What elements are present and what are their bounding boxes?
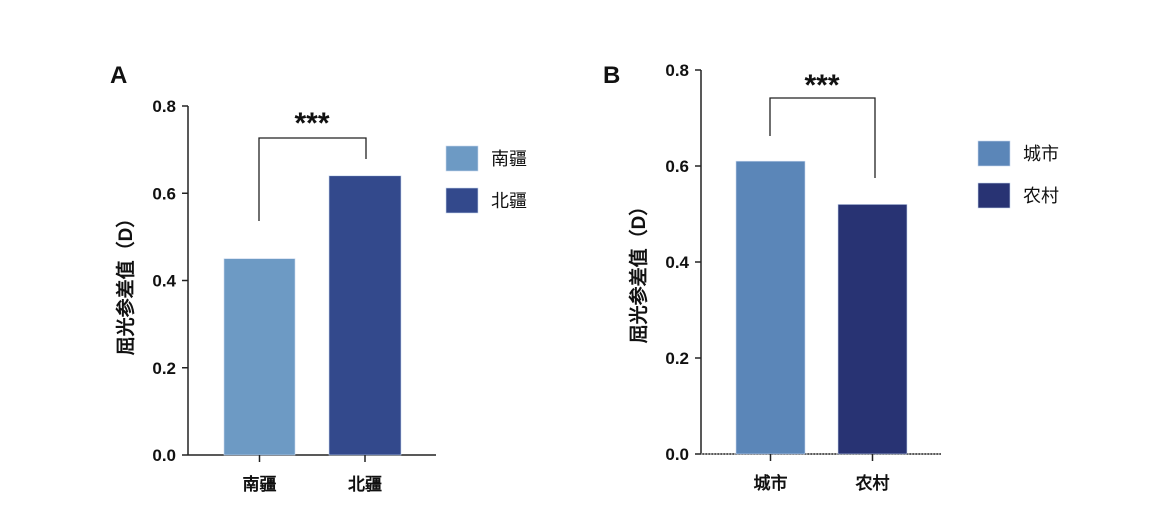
y-axis-label: 屈光参差值（D） bbox=[114, 209, 137, 356]
significance-bracket bbox=[258, 137, 367, 221]
bar-2 bbox=[837, 204, 908, 455]
legend-label: 北疆 bbox=[491, 191, 527, 211]
bar-1 bbox=[223, 258, 296, 456]
bar-1 bbox=[735, 160, 806, 455]
significance-label: *** bbox=[294, 107, 329, 140]
x-tick-label: 北疆 bbox=[348, 475, 382, 494]
bar-2 bbox=[328, 175, 402, 456]
legend-label: 南疆 bbox=[491, 149, 527, 169]
y-tick-label: 0.2 bbox=[152, 359, 176, 378]
panel-label: A bbox=[110, 62, 127, 89]
significance-label: *** bbox=[804, 69, 839, 102]
x-tick-label: 农村 bbox=[855, 473, 890, 493]
legend-swatch bbox=[445, 145, 479, 172]
x-tick-label: 南疆 bbox=[243, 474, 277, 494]
y-tick-label: 0.0 bbox=[665, 445, 689, 464]
y-tick-label: 0.8 bbox=[665, 61, 689, 80]
y-tick-label: 0.4 bbox=[152, 272, 176, 291]
y-tick-label: 0.0 bbox=[152, 446, 176, 465]
significance-bracket bbox=[769, 97, 876, 178]
x-tick-label: 城市 bbox=[754, 473, 788, 493]
y-tick-label: 0.8 bbox=[152, 97, 176, 116]
y-axis-label: 屈光参差值（D） bbox=[627, 197, 650, 344]
y-tick-label: 0.2 bbox=[665, 349, 689, 368]
legend-swatch bbox=[977, 140, 1011, 167]
y-tick-label: 0.6 bbox=[152, 184, 176, 203]
legend-label: 农村 bbox=[1023, 186, 1059, 206]
panel-label: B bbox=[603, 62, 620, 89]
legend-swatch bbox=[977, 182, 1011, 209]
y-tick-label: 0.4 bbox=[665, 253, 689, 272]
legend-swatch bbox=[445, 187, 479, 214]
y-tick-label: 0.6 bbox=[665, 157, 689, 176]
legend-label: 城市 bbox=[1023, 144, 1059, 164]
